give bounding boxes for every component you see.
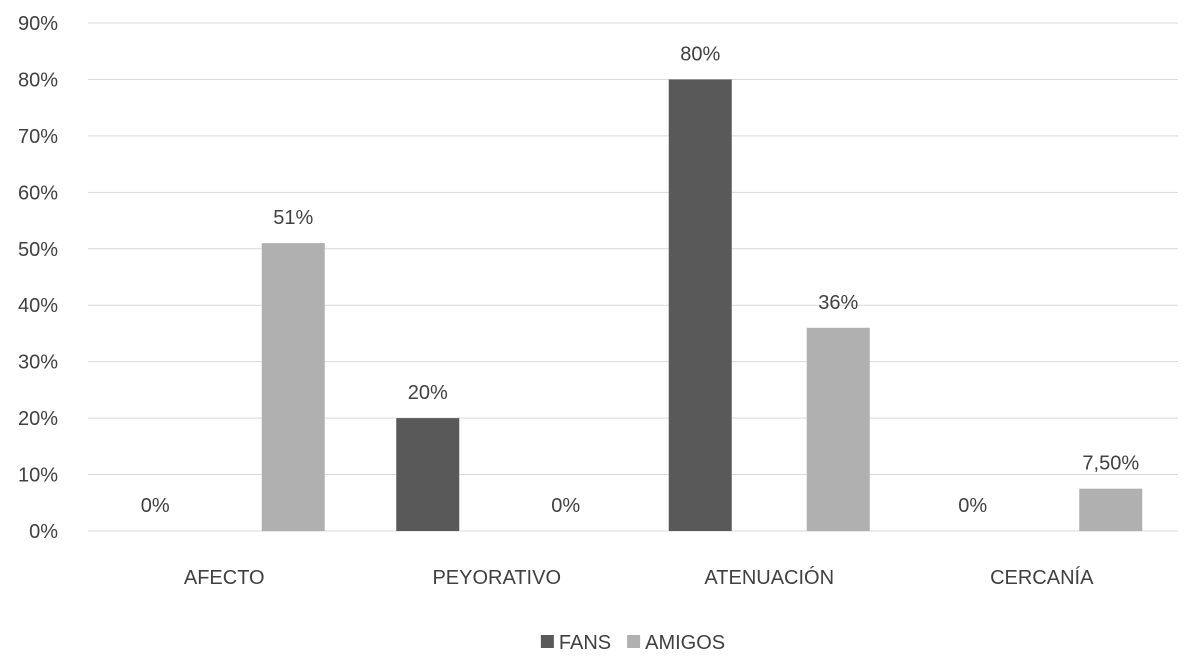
legend-label: AMIGOS [645, 632, 725, 654]
bar-fans [396, 418, 460, 531]
y-tick-label: 90% [18, 13, 58, 35]
y-tick-label: 0% [29, 521, 58, 543]
data-label: 0% [958, 495, 987, 517]
y-axis-ticks: 0% 10% 20% 30% 40% 50% 60% 70% 80% 90% [18, 13, 58, 543]
y-tick-label: 80% [18, 69, 58, 91]
y-tick-label: 50% [18, 239, 58, 261]
y-tick-label: 60% [18, 182, 58, 204]
x-category-label: CERCANÍA [990, 566, 1094, 589]
legend-swatch [627, 635, 641, 648]
data-label: 20% [408, 382, 448, 404]
y-tick-label: 20% [18, 408, 58, 430]
bar-amigos [261, 243, 325, 531]
legend: FANS AMIGOS [540, 632, 725, 654]
legend-item-fans: FANS [540, 632, 611, 654]
data-label: 36% [818, 292, 858, 314]
bar-amigos [1079, 488, 1143, 531]
legend-swatch [540, 635, 554, 648]
data-label: 0% [551, 495, 580, 517]
bars [261, 79, 1143, 531]
y-tick-label: 40% [18, 295, 58, 317]
x-category-label: PEYORATIVO [432, 567, 561, 589]
y-tick-label: 30% [18, 352, 58, 374]
data-label: 0% [141, 495, 170, 517]
x-axis-categories: AFECTO PEYORATIVO ATENUACIÓN CERCANÍA [184, 566, 1094, 589]
data-label: 7,50% [1082, 453, 1139, 475]
data-label: 51% [273, 207, 313, 229]
y-tick-label: 10% [18, 465, 58, 487]
x-category-label: AFECTO [184, 567, 265, 589]
bar-fans [668, 79, 732, 531]
legend-item-amigos: AMIGOS [627, 632, 725, 654]
gridlines [88, 22, 1178, 532]
legend-label: FANS [559, 632, 611, 654]
x-category-label: ATENUACIÓN [704, 566, 834, 589]
data-label: 80% [680, 43, 720, 65]
data-labels: 0% 51% 20% 0% 80% 36% 0% 7,50% [141, 43, 1140, 517]
y-tick-label: 70% [18, 126, 58, 148]
bar-amigos [806, 327, 870, 531]
